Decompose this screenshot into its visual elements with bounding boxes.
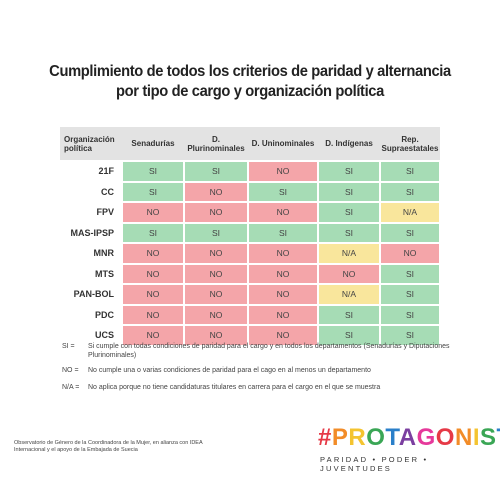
cell: N/A [319,244,379,263]
title: Cumplimiento de todos los criterios de p… [20,62,480,102]
header-cell: Senadurías [122,127,184,160]
cell: SI [381,182,439,201]
header-cell: D. Uninominales [248,127,318,160]
cell: SI [381,305,439,324]
note: N/A = No aplica porque no tiene candidatu… [62,383,452,392]
brand-letter: A [398,424,417,451]
cell: NO [123,203,183,222]
header-cell: D. Plurinominales [184,127,248,160]
brand-letter: # [318,424,332,451]
cell: NO [319,264,379,283]
cell: SI [319,203,379,222]
cell: SI [185,223,247,242]
cell: N/A [381,203,439,222]
cell: NO [123,305,183,324]
row-label: PDC [94,309,114,320]
cell: SI [319,223,379,242]
cell: SI [185,162,247,181]
row-label: PAN-BOL [73,289,114,300]
footer: Observatorio de Género de la Coordinador… [14,440,203,453]
note: NO = No cumple una o varias condiciones d… [62,366,452,375]
cell: SI [319,305,379,324]
brand-letter: T [497,424,500,451]
header-cell: Organización política [60,127,122,160]
cell: SI [381,264,439,283]
brand-letter: S [479,424,497,451]
cell: NO [249,285,317,304]
row-label: FPV [96,207,114,218]
note: SI = Si cumple con todas condiciones de p… [62,342,452,360]
tagline: PARIDAD • PODER • JUVENTUDES [320,455,429,473]
brand-letter: P [331,424,349,451]
cell: N/A [319,285,379,304]
brand-letter: T [385,424,399,451]
header-cell: D. Indígenas [318,127,380,160]
cell: SI [381,326,439,345]
cell: NO [185,203,247,222]
cell: NO [185,244,247,263]
cell: NO [249,203,317,222]
cell: SI [319,182,379,201]
note-key: N/A = [62,384,80,391]
brand-letter: R [348,424,367,451]
cell: NO [123,244,183,263]
title-line: por tipo de cargo y organización polític… [116,83,384,100]
cell: SI [381,162,439,181]
note-key: NO = [62,367,79,374]
cell: NO [123,285,183,304]
cell: SI [381,285,439,304]
brand-letter: O [366,424,386,451]
row-label: CC [101,186,114,197]
brand: #PROTAGONISTAS [318,424,500,452]
title-line: Cumplimiento de todos los criterios de p… [49,63,451,80]
cell: NO [249,244,317,263]
cell: NO [123,264,183,283]
row-label: UCS [94,330,114,341]
brand-letter: G [416,424,436,451]
cell: SI [123,182,183,201]
header-cell: Rep. Supraestatales [380,127,440,160]
cell: NO [185,305,247,324]
cell: NO [381,244,439,263]
row-label: MAS-IPSP [70,227,114,238]
cell: SI [249,182,317,201]
brand-letter: N [454,424,473,451]
row-label: MNR [93,248,115,259]
cell: SI [381,223,439,242]
cell: NO [249,326,317,345]
note-text: Si cumple con todas condiciones de parid… [88,343,450,359]
brand-letter: I [472,424,480,451]
cell: SI [123,162,183,181]
table: Organización política Senadurías D. Plurin… [60,127,440,346]
cell: SI [249,223,317,242]
row-label: 21F [98,166,114,177]
note-text: No aplica porque no tiene candidaturas t… [88,384,381,391]
cell: NO [249,162,317,181]
cell: NO [185,285,247,304]
note-text: No cumple una o varias condiciones de pa… [88,367,371,374]
cell: NO [185,326,247,345]
cell: SI [319,326,379,345]
note-key: SI = [62,343,75,350]
cell: NO [123,326,183,345]
cell: SI [319,162,379,181]
row-label: MTS [95,268,114,279]
brand-letter: O [435,424,455,451]
cell: NO [185,182,247,201]
cell: NO [249,305,317,324]
cell: SI [123,223,183,242]
cell: NO [249,264,317,283]
cell: NO [185,264,247,283]
